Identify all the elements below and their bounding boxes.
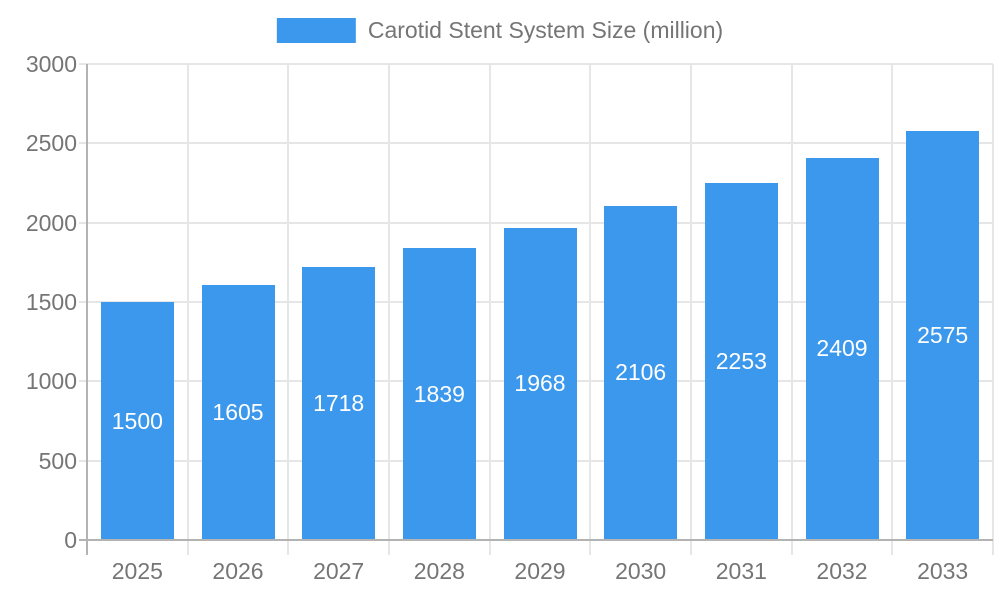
bar-2027[interactable]: 1718 [302,267,376,540]
y-gridline [79,221,993,224]
x-axis-label: 2030 [615,558,667,584]
bar-value-label: 2253 [715,347,767,374]
x-gridline [589,64,592,555]
bar-value-label: 1968 [514,370,566,397]
y-axis-label: 0 [64,527,77,553]
y-gridline [79,63,993,65]
x-gridline [690,64,692,555]
bar-2032[interactable]: 2409 [805,157,879,540]
y-axis-line [86,64,88,555]
bar-2029[interactable]: 1968 [503,227,577,540]
x-gridline [891,64,894,555]
legend-swatch [276,18,356,43]
x-axis-label: 2033 [917,558,969,584]
bar-value-label: 1605 [212,399,264,426]
x-gridline [790,64,793,555]
y-axis-label: 1000 [25,368,77,395]
y-axis-label: 2000 [25,209,77,236]
y-axis-label: 1500 [25,289,77,315]
legend-item[interactable]: Carotid Stent System Size (million) [276,17,724,44]
x-axis-label: 2026 [212,558,264,584]
x-gridline [992,64,994,555]
bar-2026[interactable]: 1605 [201,285,275,540]
x-axis-label: 2031 [715,558,767,584]
bar-2033[interactable]: 2575 [906,131,980,540]
bar-value-label: 1718 [313,390,365,417]
bar-value-label: 1839 [413,380,465,407]
y-axis-label: 500 [38,447,77,474]
y-axis-label: 2500 [25,130,77,157]
y-axis-label: 3000 [25,51,77,77]
x-axis-label: 2032 [816,558,868,584]
x-gridline [488,64,491,555]
bar-value-label: 2106 [615,359,667,386]
bar-2030[interactable]: 2106 [604,205,678,540]
bar-value-label: 2409 [816,335,868,362]
x-gridline [186,64,189,555]
x-axis-label: 2028 [413,558,465,584]
bar-value-label: 1500 [111,407,163,434]
legend-label: Carotid Stent System Size (million) [367,17,724,43]
x-axis-line [79,539,993,541]
x-gridline [287,64,290,555]
bar-2025[interactable]: 1500 [100,302,174,540]
x-gridline [388,64,390,555]
bar-value-label: 2575 [917,322,969,349]
y-gridline [79,142,993,145]
x-axis-label: 2025 [111,558,163,584]
bar-2028[interactable]: 1839 [402,248,476,540]
bar-2031[interactable]: 2253 [704,182,778,540]
x-axis-label: 2027 [313,558,365,584]
x-axis-label: 2029 [514,558,566,584]
